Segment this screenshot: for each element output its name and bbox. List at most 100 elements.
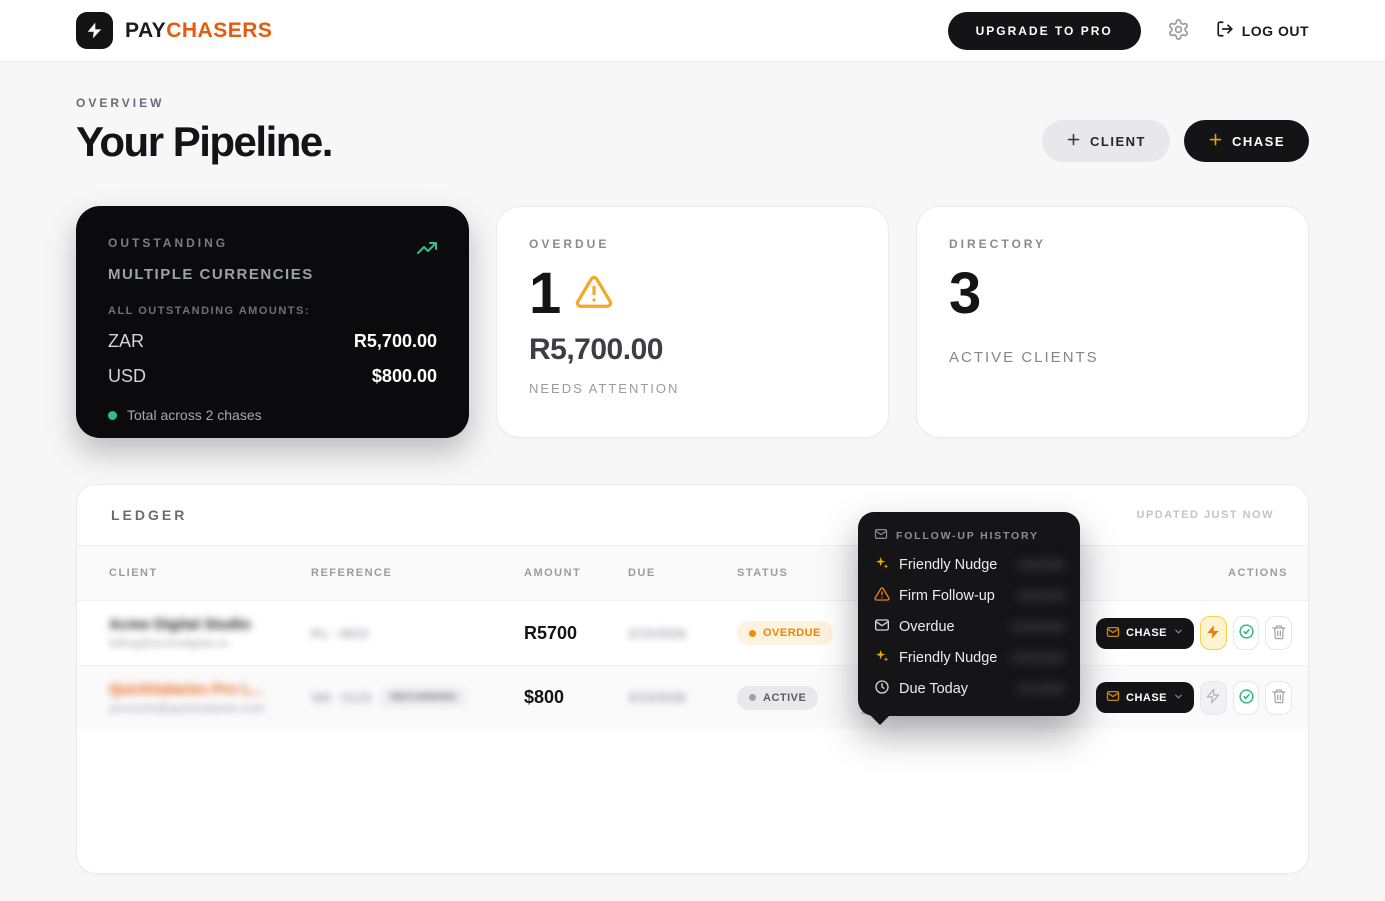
quick-chase-button[interactable] (1200, 616, 1227, 650)
trash-icon (1271, 688, 1287, 707)
amount-row-usd: USD $800.00 (108, 366, 437, 387)
ledger-header-row: CLIENT REFERENCE AMOUNT DUE STATUS ACTIO… (77, 545, 1308, 601)
history-entry: Friendly Nudge 2/20/2026 (874, 648, 1064, 668)
history-entry: Firm Follow-up 2/9/2026 (874, 586, 1064, 606)
client-email-redacted: accounts@quicksalaries.com (109, 700, 265, 715)
table-row[interactable]: QuickSalaries Pro L... accounts@quicksal… (77, 665, 1308, 729)
currency-code: ZAR (108, 331, 144, 351)
sparkles-icon (874, 648, 890, 668)
top-navigation: PAYCHASERS UPGRADE TO PRO LOG OUT (0, 0, 1385, 62)
reference-cell: SM - 0123 RECURRING (311, 688, 524, 707)
lightning-icon (1205, 624, 1221, 643)
upgrade-to-pro-button[interactable]: UPGRADE TO PRO (947, 11, 1141, 50)
column-due: DUE (628, 567, 656, 579)
history-entry-date-redacted: 2/9/2026 (1017, 589, 1064, 603)
client-email-redacted: billing@acmedigital.co (109, 636, 229, 650)
status-cell: ACTIVE (737, 685, 861, 710)
footnote-text: Total across 2 chases (127, 407, 262, 423)
history-entry-label: Friendly Nudge (899, 650, 998, 666)
add-client-button[interactable]: CLIENT (1042, 120, 1170, 162)
trending-up-icon (415, 236, 439, 265)
history-entry-date-redacted: 2/20/2026 (1010, 651, 1064, 665)
green-dot-icon (108, 410, 117, 420)
currency-code: USD (108, 366, 147, 386)
brand-name: PAYCHASERS (125, 18, 273, 42)
column-status: STATUS (737, 567, 789, 579)
reference-redacted: R1 - 0823 (311, 625, 369, 641)
history-entry-date-redacted: 2/15/2026 (1010, 620, 1064, 634)
brand-logo[interactable]: PAYCHASERS (76, 12, 272, 49)
status-label: ACTIVE (763, 691, 807, 704)
chase-label: CHASE (1126, 691, 1168, 704)
add-chase-button[interactable]: CHASE (1183, 120, 1309, 162)
currency-amount: R5,700.00 (353, 331, 437, 351)
quick-chase-button[interactable] (1200, 680, 1227, 715)
trash-icon (1271, 624, 1287, 643)
history-entry-label: Friendly Nudge (899, 557, 998, 573)
reference-cell: R1 - 0823 (311, 626, 524, 641)
envelope-icon (874, 527, 888, 544)
settings-button[interactable] (1167, 18, 1190, 44)
column-client: CLIENT (109, 567, 158, 579)
overdue-count: 1 (529, 261, 561, 326)
logout-button[interactable]: LOG OUT (1216, 20, 1309, 41)
logout-label: LOG OUT (1241, 22, 1309, 39)
amounts-heading: ALL OUTSTANDING AMOUNTS: (108, 305, 311, 317)
lightning-icon (1205, 688, 1221, 707)
gear-icon (1167, 18, 1190, 44)
directory-card-label: DIRECTORY (949, 237, 1047, 251)
clock-icon (874, 679, 890, 699)
overdue-amount: R5,700.00 (529, 333, 663, 366)
overdue-card-label: OVERDUE (529, 237, 610, 251)
add-client-label: CLIENT (1090, 133, 1146, 149)
overdue-card: OVERDUE 1 R5,700.00 NEEDS ATTENTION (496, 206, 889, 438)
history-entry-label: Due Today (899, 681, 969, 697)
add-chase-label: CHASE (1231, 133, 1285, 149)
chase-dropdown-button[interactable]: CHASE (1096, 617, 1195, 649)
mark-paid-button[interactable] (1232, 616, 1260, 650)
table-row[interactable]: Acme Digital Studio billing@acmedigital.… (77, 601, 1308, 665)
sparkles-icon (874, 555, 890, 575)
plus-icon (1066, 132, 1081, 150)
reference-redacted: SM - 0123 (311, 690, 371, 705)
amount-cell: R5700 (524, 622, 578, 643)
client-name-redacted: QuickSalaries Pro L... (109, 680, 264, 698)
column-actions: ACTIONS (1228, 567, 1288, 579)
history-entry: Overdue 2/15/2026 (874, 617, 1064, 637)
directory-count: 3 (949, 261, 981, 326)
chevron-down-icon (1173, 691, 1184, 705)
plus-icon (1208, 132, 1223, 150)
chevron-down-icon (1173, 626, 1184, 640)
overdue-subtitle: NEEDS ATTENTION (529, 381, 680, 396)
follow-up-history-tooltip: FOLLOW-UP HISTORY Friendly Nudge 2/5/202… (858, 512, 1080, 725)
actions-cell: CHASE (1096, 680, 1292, 715)
mark-paid-button[interactable] (1232, 680, 1260, 715)
status-cell: OVERDUE (737, 621, 861, 645)
actions-cell: CHASE (1096, 616, 1292, 650)
directory-subtitle: ACTIVE CLIENTS (949, 349, 1099, 366)
status-badge: ACTIVE (737, 685, 819, 710)
delete-button[interactable] (1265, 680, 1292, 715)
column-reference: REFERENCE (311, 567, 393, 579)
logout-icon (1216, 20, 1234, 41)
chase-label: CHASE (1126, 627, 1168, 639)
currency-amount: $800.00 (371, 366, 437, 386)
ledger-title: LEDGER (111, 507, 188, 523)
status-dot-icon (749, 629, 756, 637)
history-entry-date-redacted: 3/1/2026 (1017, 682, 1064, 696)
delete-button[interactable] (1265, 616, 1292, 650)
check-circle-icon (1238, 688, 1255, 708)
ledger-updated-status: UPDATED JUST NOW (1136, 509, 1274, 521)
due-date-redacted: 3/15/2026 (628, 690, 686, 705)
envelope-icon (1106, 689, 1120, 706)
history-entry-date-redacted: 2/5/2026 (1017, 558, 1064, 572)
directory-card: DIRECTORY 3 ACTIVE CLIENTS (916, 206, 1309, 438)
status-badge: OVERDUE (737, 621, 833, 645)
warning-icon (874, 586, 890, 606)
history-entry-label: Overdue (899, 619, 955, 635)
reference-badge-redacted: RECURRING (380, 688, 467, 707)
client-cell: Acme Digital Studio billing@acmedigital.… (109, 616, 311, 650)
chase-dropdown-button[interactable]: CHASE (1096, 682, 1195, 713)
ledger-panel: LEDGER UPDATED JUST NOW CLIENT REFERENCE… (76, 484, 1309, 874)
client-name-redacted: Acme Digital Studio (109, 616, 251, 633)
